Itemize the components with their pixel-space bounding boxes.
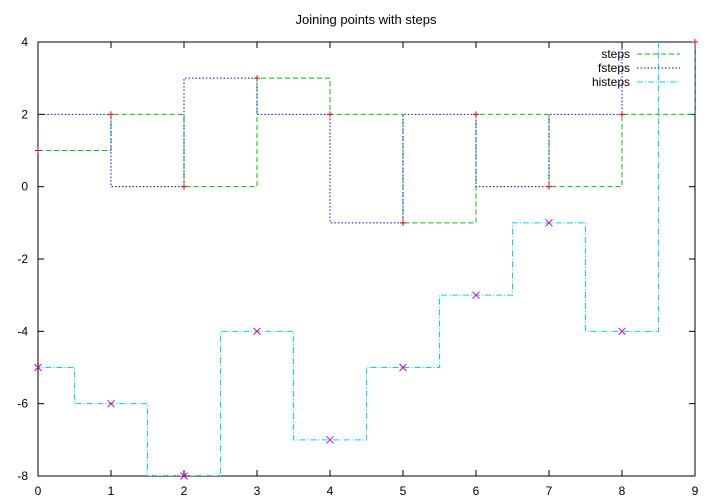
y-tick-label: -4	[17, 324, 28, 338]
x-tick-label: 9	[692, 484, 699, 498]
y-tick-label: -2	[17, 252, 28, 266]
axes: 0 1 2 3 4 5 6 7 8 9 4 2 0 -2 -4 -6 -8	[17, 35, 698, 498]
series-steps-line	[38, 42, 695, 224]
y-tick-label: -8	[17, 469, 28, 483]
data-point-plus	[400, 219, 406, 226]
chart-title: Joining points with steps	[296, 12, 437, 27]
data-point-plus	[619, 111, 625, 118]
y-tick-label: 4	[21, 35, 28, 49]
marker-layer	[34, 39, 698, 480]
data-point-plus	[546, 183, 552, 190]
data-point-cross	[545, 218, 553, 227]
y-tick-label: -6	[17, 397, 28, 411]
data-point-plus	[327, 111, 333, 118]
data-point-plus	[181, 183, 187, 190]
y-tick-label: 0	[21, 180, 28, 194]
series-fsteps-line	[38, 42, 695, 224]
data-point-cross	[34, 363, 42, 372]
legend-label-histeps: histeps	[592, 75, 630, 89]
x-tick-label: 5	[400, 484, 407, 498]
data-point-cross	[399, 363, 407, 372]
x-tick-label: 8	[619, 484, 626, 498]
data-point-cross	[180, 472, 188, 480]
x-tick-label: 3	[254, 484, 261, 498]
data-point-cross	[472, 291, 480, 300]
x-tick-label: 7	[546, 484, 553, 498]
data-point-cross	[253, 327, 261, 336]
y-tick-label: 2	[21, 107, 28, 121]
data-point-cross	[107, 399, 115, 408]
legend-label-fsteps: fsteps	[598, 61, 630, 75]
x-tick-label: 1	[108, 484, 115, 498]
plot-border	[37, 41, 696, 477]
series-layer	[38, 42, 695, 476]
data-point-plus	[35, 147, 41, 154]
data-point-plus	[473, 111, 479, 118]
data-point-plus	[108, 111, 114, 118]
data-point-plus	[692, 39, 698, 45]
x-tick-label: 0	[35, 484, 42, 498]
x-tick-label: 4	[327, 484, 334, 498]
data-point-cross	[618, 327, 626, 336]
data-point-plus	[254, 75, 260, 82]
x-tick-label: 2	[181, 484, 188, 498]
x-tick-label: 6	[473, 484, 480, 498]
series-histeps-line	[38, 42, 659, 476]
legend-label-steps: steps	[601, 47, 630, 61]
data-point-cross	[326, 435, 334, 444]
